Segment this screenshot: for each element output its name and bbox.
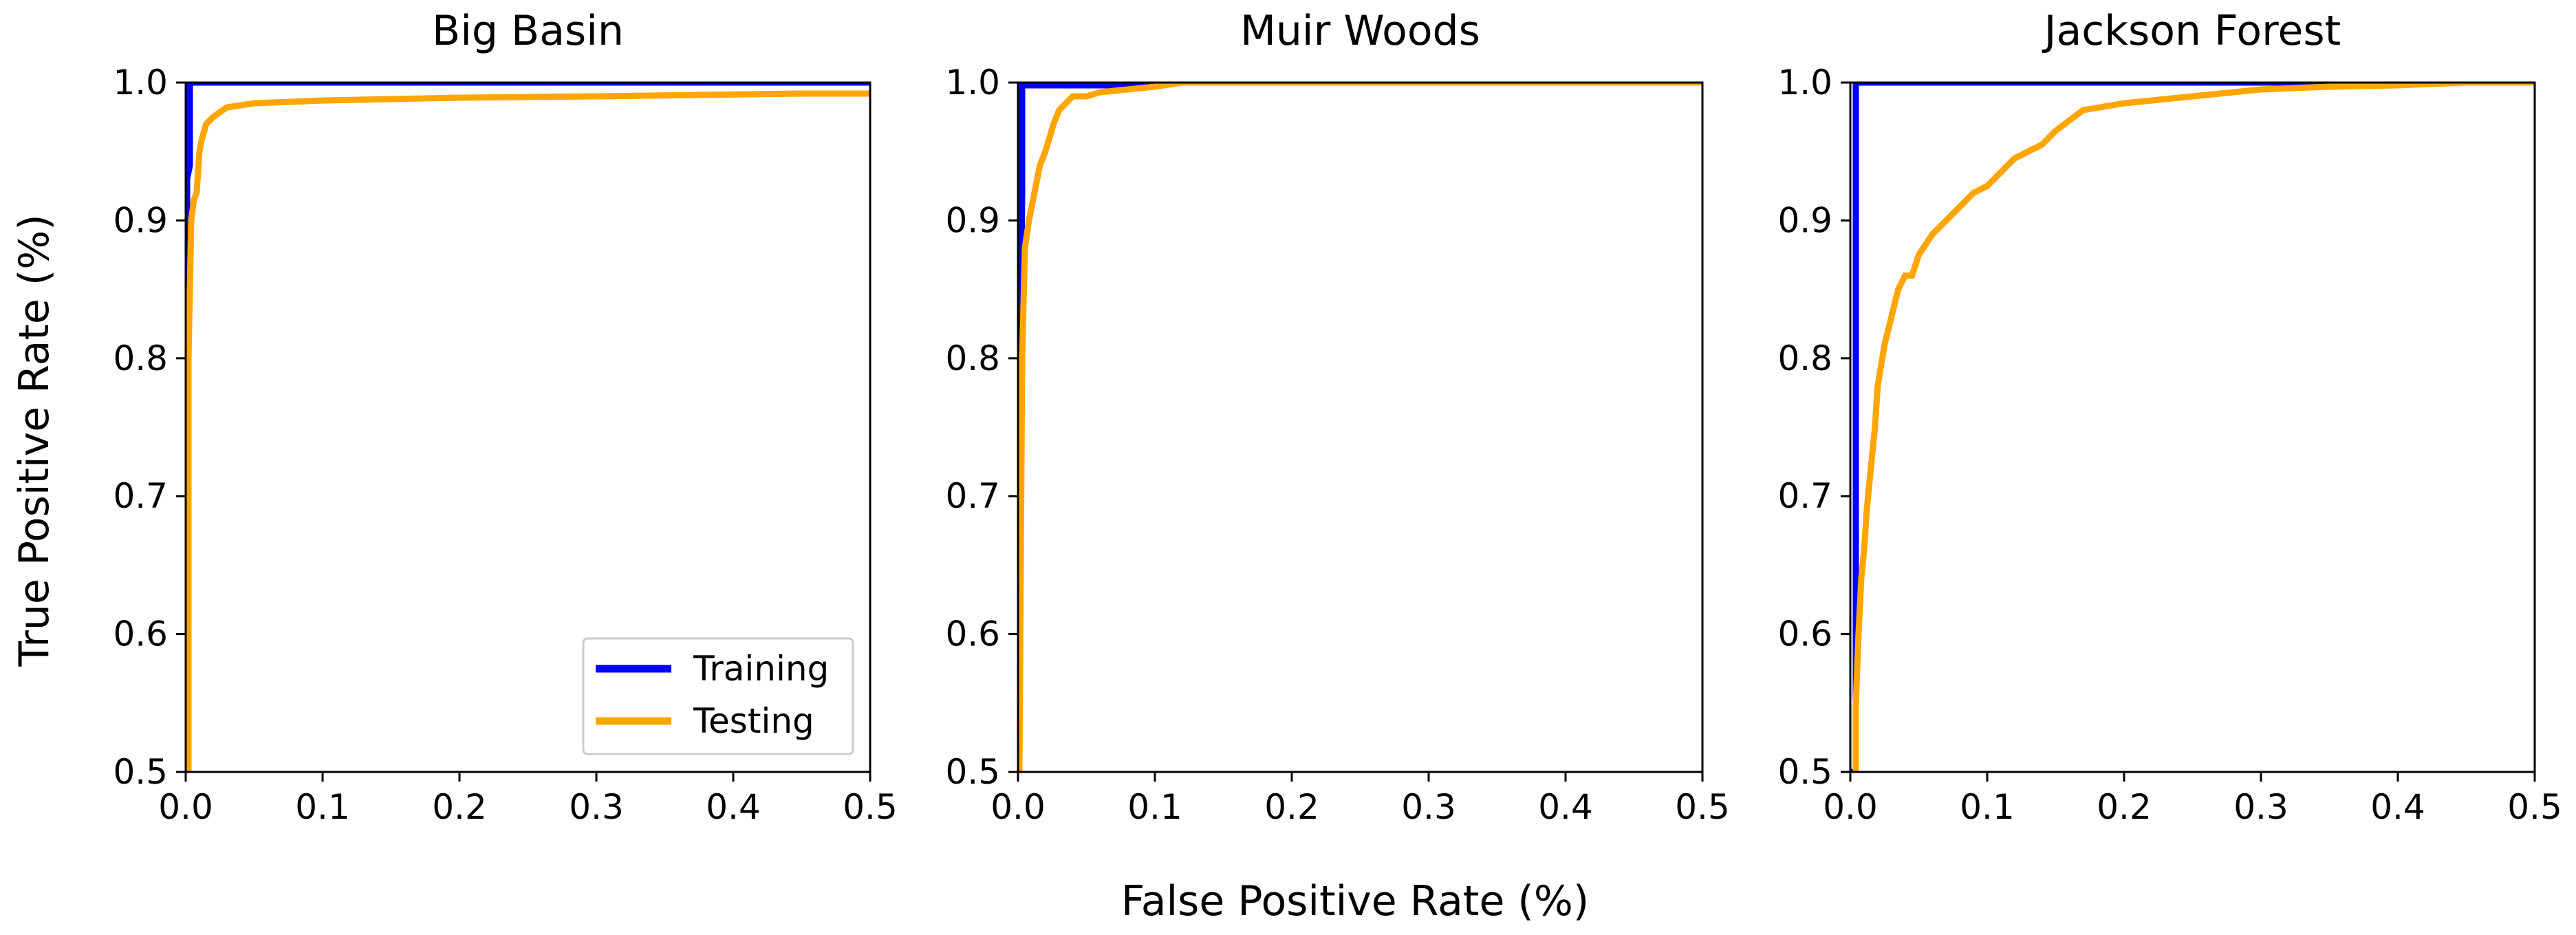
panel-title: Jackson Forest <box>2042 7 2341 55</box>
legend-label-training: Training <box>693 649 829 689</box>
y-tick-label: 0.8 <box>113 338 168 378</box>
x-tick-label: 0.3 <box>2233 787 2288 827</box>
y-tick-label: 0.9 <box>945 200 1000 240</box>
x-tick-label: 0.0 <box>1823 787 1878 827</box>
x-tick-label: 0.0 <box>158 787 213 827</box>
y-axis-title: True Positive Rate (%) <box>10 214 58 667</box>
y-tick-label: 0.6 <box>113 614 168 654</box>
x-tick-label: 0.2 <box>2097 787 2152 827</box>
y-tick-label: 0.6 <box>1777 614 1832 654</box>
x-tick-label: 0.5 <box>2507 787 2562 827</box>
y-tick-label: 0.8 <box>945 338 1000 378</box>
y-tick-label: 0.5 <box>945 752 1000 792</box>
y-tick-label: 0.9 <box>1777 200 1832 240</box>
plot-frame <box>184 81 872 773</box>
roc-panel: 0.0 0.1 0.2 0.3 0.4 0.5 0.5 0.6 0.7 0.8 0.9 1.0 Muir… <box>945 7 1729 827</box>
y-tick-label: 0.9 <box>113 200 168 240</box>
x-tick-label: 0.3 <box>569 787 624 827</box>
panels: 0.0 0.1 0.2 0.3 0.4 0.5 0.5 0.6 0.7 0.8 0.9 1.0 Big … <box>113 7 2562 827</box>
y-tick-label: 1.0 <box>945 63 1000 103</box>
series-line-testing <box>186 90 870 772</box>
x-tick-label: 0.4 <box>1538 787 1593 827</box>
plot-frame <box>1849 81 2536 773</box>
y-tick-label: 0.7 <box>945 476 1000 516</box>
x-tick-label: 0.1 <box>295 787 350 827</box>
x-tick-label: 0.3 <box>1401 787 1456 827</box>
panel-title: Big Basin <box>432 7 624 55</box>
y-tick-label: 1.0 <box>1777 63 1832 103</box>
y-tick-label: 0.8 <box>1777 338 1832 378</box>
x-tick-label: 0.2 <box>1264 787 1319 827</box>
x-tick-label: 0.4 <box>706 787 761 827</box>
x-tick-label: 0.0 <box>991 787 1046 827</box>
x-tick-label: 0.5 <box>843 787 898 827</box>
roc-panel: 0.0 0.1 0.2 0.3 0.4 0.5 0.5 0.6 0.7 0.8 0.9 1.0 Jack… <box>1777 7 2562 827</box>
x-tick-label: 0.2 <box>432 787 487 827</box>
plot-frame <box>1017 81 1704 773</box>
x-tick-label: 0.5 <box>1675 787 1730 827</box>
y-tick-label: 0.5 <box>113 752 168 792</box>
legend-label-testing: Testing <box>693 701 814 741</box>
x-axis-title: False Positive Rate (%) <box>1121 877 1590 925</box>
y-tick-label: 0.5 <box>1777 752 1832 792</box>
y-tick-label: 0.7 <box>113 476 168 516</box>
x-tick-label: 0.1 <box>1127 787 1182 827</box>
legend: Training Testing <box>582 637 854 755</box>
y-tick-label: 0.7 <box>1777 476 1832 516</box>
roc-panel: 0.0 0.1 0.2 0.3 0.4 0.5 0.5 0.6 0.7 0.8 0.9 1.0 Big … <box>113 7 897 827</box>
x-tick-label: 0.1 <box>1960 787 2015 827</box>
series-line-testing <box>1852 83 2535 772</box>
y-tick-label: 1.0 <box>113 63 168 103</box>
panel-title: Muir Woods <box>1240 7 1480 55</box>
series-line-training <box>1850 83 2398 772</box>
y-tick-label: 0.6 <box>945 614 1000 654</box>
x-tick-label: 0.4 <box>2370 787 2425 827</box>
series-line-training <box>186 83 870 772</box>
series-line-testing <box>1018 83 1702 772</box>
